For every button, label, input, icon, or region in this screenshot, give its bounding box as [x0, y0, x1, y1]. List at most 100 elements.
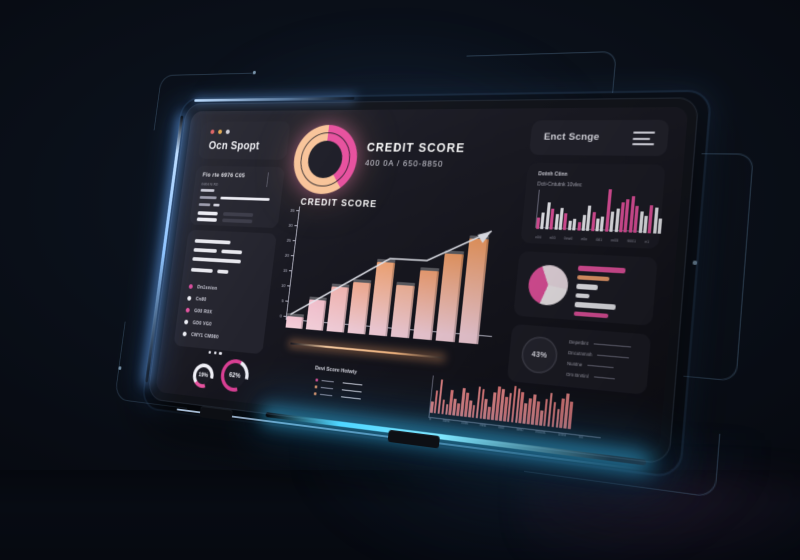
y-tick-label: 35 [290, 208, 295, 213]
donut-gauge[interactable]: 19% [191, 362, 215, 390]
pie-legend-bar [577, 274, 610, 282]
tablet-device: Ocn Spopt Flo rte 6976 C05 0404 N R0 [114, 50, 755, 499]
history-legend [313, 376, 363, 402]
bar [563, 212, 568, 231]
legend-dot-icon [183, 319, 189, 325]
gauge-list-item[interactable]: Dncutnmnh [568, 347, 631, 363]
credit-score-donut[interactable] [290, 124, 361, 195]
bar [479, 389, 485, 419]
gauge-item-label: Nuntne [566, 360, 583, 367]
x-tick-label: 0cw0 [563, 236, 573, 241]
gauge-item-label: Dncutnmnh [567, 349, 593, 357]
chart-glow-underline [290, 342, 444, 359]
right-x-axis [535, 226, 646, 233]
main-bar-chart[interactable]: CREDIT SCORE 35 30 25 20 15 10 5 0 [266, 197, 516, 361]
info-row-value [197, 211, 218, 216]
floor-surface [0, 470, 800, 560]
right-chart-title: Dotnh Ctinn [537, 171, 568, 178]
bar [544, 202, 551, 230]
bar [657, 218, 663, 234]
bar [540, 212, 546, 230]
legend-value-rule [341, 389, 362, 393]
app-header-pill[interactable]: Ocn Spopt [197, 121, 291, 160]
app-title: Ocn Spopt [207, 139, 261, 153]
gauge-value-label: 19% [198, 372, 209, 380]
x-tick-label: 0n0 [498, 425, 505, 431]
hud-node-dot [252, 70, 257, 75]
legend-label-rule [321, 380, 334, 383]
bar [494, 386, 501, 421]
legend-dot-icon [188, 284, 194, 289]
bar[interactable] [412, 267, 440, 341]
bar-cap [420, 267, 440, 272]
info-row-label [200, 188, 215, 192]
bar [600, 216, 605, 232]
bar[interactable] [390, 281, 416, 339]
legend-item[interactable]: CMY1 CM980 [182, 328, 219, 343]
legend-card[interactable]: Dn1snion Cn80 G00 R0X GD0 VG0 CMY1 CM980 [173, 229, 277, 355]
bar [558, 207, 564, 230]
legend-dot-icon [185, 307, 190, 313]
trend-line [286, 221, 504, 345]
y-tick-label: 5 [281, 298, 284, 304]
bar [452, 398, 457, 416]
bar[interactable] [435, 250, 465, 343]
main-chart-title: CREDIT SCORE [299, 197, 378, 211]
bar [502, 397, 508, 422]
bar [554, 213, 559, 230]
right-bar-chart-card[interactable]: Dotnh Ctinn Dcti-Cntutnk 10vlec c04 n03 0c… [520, 162, 666, 249]
bar [514, 388, 521, 423]
bar [559, 398, 565, 429]
legend-item-label: GD0 VG0 [192, 319, 212, 328]
legend-dot-icon [315, 378, 319, 382]
bar [429, 400, 434, 414]
bar [506, 393, 513, 423]
bar [498, 389, 505, 422]
bar [563, 393, 570, 429]
legend-label-rule [319, 393, 333, 397]
bar [530, 394, 537, 425]
info-row-label [198, 203, 211, 207]
gauge-list-item[interactable]: Nuntne [567, 357, 630, 374]
right-panel-title: Enct Scnge [543, 131, 600, 143]
bar[interactable] [458, 235, 490, 345]
bottom-gauges[interactable]: 19% 62% [191, 355, 251, 394]
bar [444, 403, 449, 415]
bar [441, 399, 446, 415]
bar [437, 379, 444, 414]
legend-bar [190, 267, 213, 273]
bar [628, 196, 636, 233]
info-row-value [196, 217, 218, 222]
bar [463, 392, 469, 417]
gauge-item-label: Depetbnt [568, 338, 589, 346]
credit-score-range: 400 0A / 650-8850 [364, 157, 444, 169]
info-card[interactable]: Flo rte 6976 C05 0404 N R0 [189, 165, 285, 229]
bar [623, 199, 630, 233]
pie-legend-bar [574, 301, 616, 310]
info-row-value [213, 203, 220, 207]
legend-bar [217, 269, 229, 274]
y-tick-mark [296, 210, 300, 212]
x-tick-label: e0n [580, 237, 588, 242]
bar [467, 399, 473, 418]
bottom-dots [208, 350, 222, 356]
y-tick-label: 0 [279, 313, 283, 319]
gauge-list-item[interactable]: Depetbnt [569, 336, 632, 352]
hud-bracket-top-right [462, 50, 618, 96]
credit-score-title: CREDIT SCORE [366, 140, 466, 156]
hist-y-axis [428, 375, 434, 417]
legend-value-rule [342, 382, 363, 386]
legend-dot-icon [313, 392, 317, 396]
donut-gauge[interactable]: 62% [219, 357, 251, 394]
gauge-item-label: Om Bnrtinl [565, 370, 589, 379]
y-tick-label: 25 [286, 237, 292, 243]
gauge-card[interactable]: 43% Depetbnt Dncutnmnh Nuntne Om Bnrtinl [506, 323, 652, 395]
legend-label-rule [320, 386, 334, 390]
info-row-value [220, 196, 270, 201]
legend-dot-icon [314, 385, 318, 389]
history-legend-item[interactable] [313, 390, 361, 402]
history-title: Devi Score Hotwty [314, 365, 358, 376]
legend-item-label: Cn80 [195, 296, 207, 303]
bar [614, 208, 620, 233]
